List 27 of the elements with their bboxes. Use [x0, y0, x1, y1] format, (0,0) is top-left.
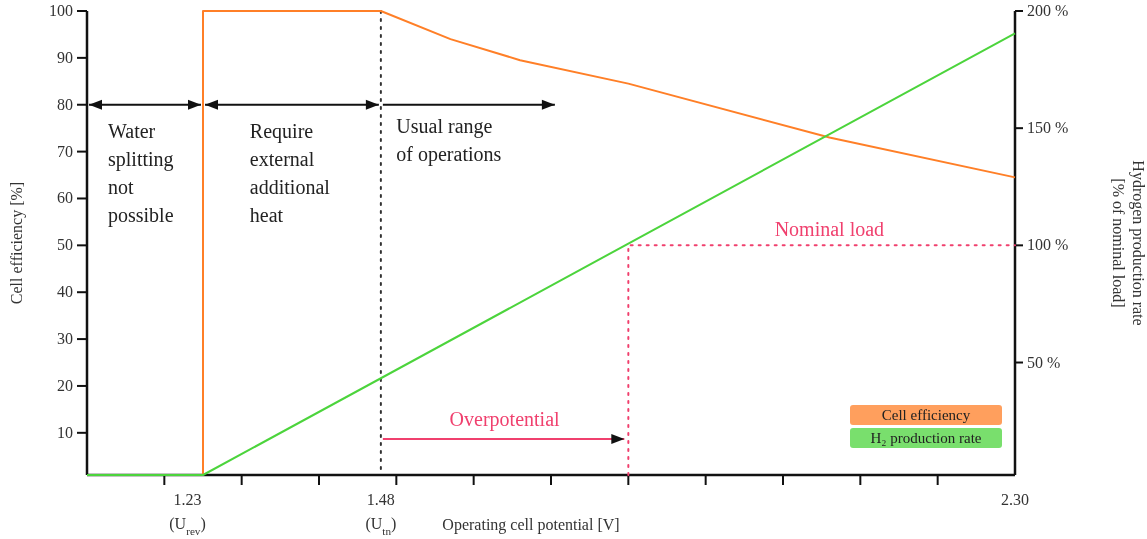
x-tick-label: 1.23 (U$_{rev}$) [169, 491, 206, 537]
y-tick-label: 10 [57, 423, 73, 441]
y-tick-label: 40 [57, 283, 73, 301]
y-tick-label: 90 [57, 48, 73, 66]
y2-tick-label: 150 % [1027, 119, 1069, 137]
y-tick-label: 20 [57, 376, 73, 394]
x-tick-label: 2.30 [1001, 491, 1029, 508]
text: Cell efficiency [881, 407, 971, 423]
y-tick-label: 30 [57, 330, 73, 348]
y-tick-label: 80 [57, 95, 73, 113]
annotation: Overpotential [449, 407, 561, 431]
y2-axis-title: Hydrogen production rate [% of nominal load] [1110, 160, 1147, 326]
y-tick-label: 50 [57, 236, 73, 254]
annotation: Require external additional heat [249, 119, 331, 226]
x-axis-title: Operating cell potential [V] [442, 516, 620, 534]
y-tick-label: 60 [57, 189, 73, 207]
y2-tick-label: 50 % [1027, 353, 1061, 371]
text: H₂ production rate [870, 430, 982, 446]
y2-tick-label: 100 % [1027, 236, 1069, 254]
y-tick-label: 100 [49, 2, 73, 19]
y2-tick-label: 200 % [1027, 2, 1069, 19]
y-tick-label: 70 [57, 142, 73, 160]
y-axis-title: Cell efficiency [%] [8, 181, 26, 305]
x-tick-label: 1.48 (U$_{tn}$) [365, 491, 397, 537]
annotation: Water splitting not possible [108, 119, 174, 227]
annotation: Usual range of operations [396, 114, 502, 166]
annotation: Nominal load [774, 217, 885, 240]
